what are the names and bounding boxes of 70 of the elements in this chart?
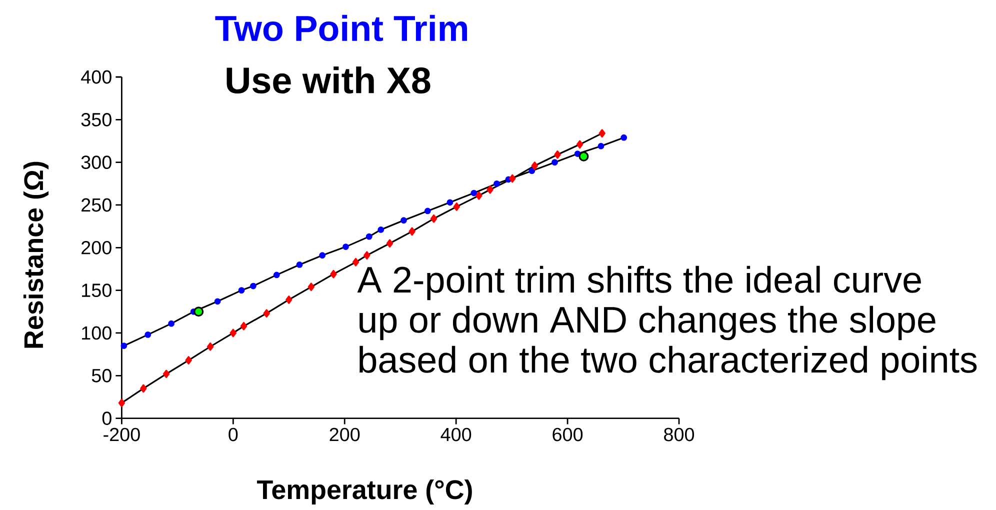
point [509,174,516,183]
point [453,202,460,211]
annotation: A 2-point trim shifts the ideal curve [357,266,921,300]
point [263,309,270,318]
point [286,295,292,304]
point [364,251,370,260]
chart-title: Two Point Trim [215,14,468,42]
point [140,384,147,393]
y-tick-label: 100 [82,326,112,340]
y-tick-label: 200 [82,240,112,254]
x-tick-label: 0 [228,428,238,442]
point [230,328,237,338]
point [408,227,416,236]
point [598,129,606,138]
y-axis-title: Resistance (Ω) [23,162,49,348]
point [494,180,500,187]
point [330,270,337,278]
annotation: up or down AND changes the slope [360,306,936,340]
point [144,331,152,338]
y-tick-label: 400 [81,70,112,84]
point [430,214,438,223]
point [554,150,561,159]
point [194,306,204,317]
x-tick-label: 400 [440,428,472,442]
point [446,199,454,206]
point [118,398,126,408]
chart-subtitle: Use with X8 [226,66,430,94]
point [162,370,170,378]
y-tick-label: 350 [81,112,112,126]
point [185,356,192,364]
point [400,217,407,224]
point [528,168,536,174]
point [250,282,256,290]
point [240,322,248,330]
x-tick-label: -200 [104,428,140,442]
x-tick-label: 200 [330,428,360,442]
point [238,287,245,294]
annotation: based on the two characterized points [360,346,977,380]
point [470,190,478,196]
point [576,140,584,149]
point [296,262,303,268]
point [342,244,349,250]
point [476,191,482,200]
point [206,342,214,351]
point [273,272,280,278]
point [598,142,604,150]
point [352,258,360,266]
y-tick-label: 300 [81,156,112,170]
point [574,150,581,157]
point [120,342,128,349]
point [531,162,538,170]
point [552,159,558,166]
y-tick-label: 150 [82,284,112,298]
point [620,134,628,141]
point [319,252,326,259]
point [578,151,589,162]
point [168,320,174,327]
point [424,208,431,214]
x-tick-label: 600 [552,428,583,442]
point [386,239,394,248]
x-tick-label: 800 [664,428,694,442]
y-tick-label: 50 [92,368,112,382]
point [214,298,221,305]
point [378,226,384,233]
point [366,233,372,240]
y-tick-label: 0 [102,412,112,426]
x-axis-title: Temperature (°C) [257,479,472,505]
point [486,185,494,194]
y-tick-label: 250 [82,198,112,212]
point [308,282,315,292]
